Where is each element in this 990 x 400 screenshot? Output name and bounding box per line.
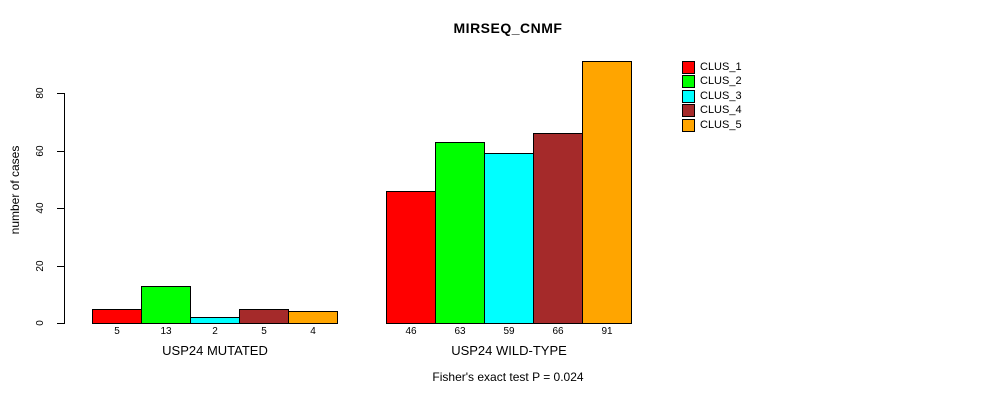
legend-label: CLUS_1	[700, 61, 742, 73]
bar	[288, 311, 338, 324]
y-axis-tick	[57, 323, 64, 324]
y-axis-tick-label: 20	[35, 260, 46, 272]
legend-label: CLUS_3	[700, 90, 742, 102]
footnote: Fisher's exact test P = 0.024	[432, 370, 584, 384]
bar	[386, 191, 436, 324]
bar-value-label: 91	[601, 326, 613, 337]
legend-swatch	[682, 75, 695, 88]
y-axis-tick-label: 80	[35, 87, 46, 99]
legend-label: CLUS_2	[700, 75, 742, 87]
y-axis-title: number of cases	[8, 145, 22, 235]
y-axis-tick-label: 60	[35, 145, 46, 157]
legend-swatch	[682, 119, 695, 132]
bar-value-label: 5	[261, 326, 267, 337]
y-axis-tick-label: 40	[35, 202, 46, 214]
y-axis-tick	[57, 208, 64, 209]
bar-value-label: 2	[212, 326, 218, 337]
bar	[141, 286, 191, 324]
bar-value-label: 59	[503, 326, 515, 337]
y-axis-tick	[57, 93, 64, 94]
legend-swatch	[682, 61, 695, 74]
bar	[92, 309, 142, 324]
bar-value-label: 13	[160, 326, 172, 337]
legend-label: CLUS_5	[700, 119, 742, 131]
bar-value-label: 5	[114, 326, 120, 337]
group-label: USP24 WILD-TYPE	[451, 343, 567, 358]
chart-title: MIRSEQ_CNMF	[453, 20, 563, 36]
bar	[190, 317, 240, 324]
y-axis-line	[64, 93, 65, 324]
legend-swatch	[682, 104, 695, 117]
legend-label: CLUS_4	[700, 104, 742, 116]
y-axis-tick-label: 0	[35, 320, 46, 326]
bar-value-label: 66	[552, 326, 564, 337]
bar-value-label: 4	[310, 326, 316, 337]
y-axis-tick	[57, 151, 64, 152]
bar	[484, 153, 534, 324]
bar	[239, 309, 289, 324]
bar-value-label: 46	[405, 326, 417, 337]
bar	[582, 61, 632, 324]
legend-swatch	[682, 90, 695, 103]
bar-value-label: 63	[454, 326, 466, 337]
bar	[435, 142, 485, 324]
group-label: USP24 MUTATED	[162, 343, 268, 358]
bar	[533, 133, 583, 324]
y-axis-tick	[57, 266, 64, 267]
